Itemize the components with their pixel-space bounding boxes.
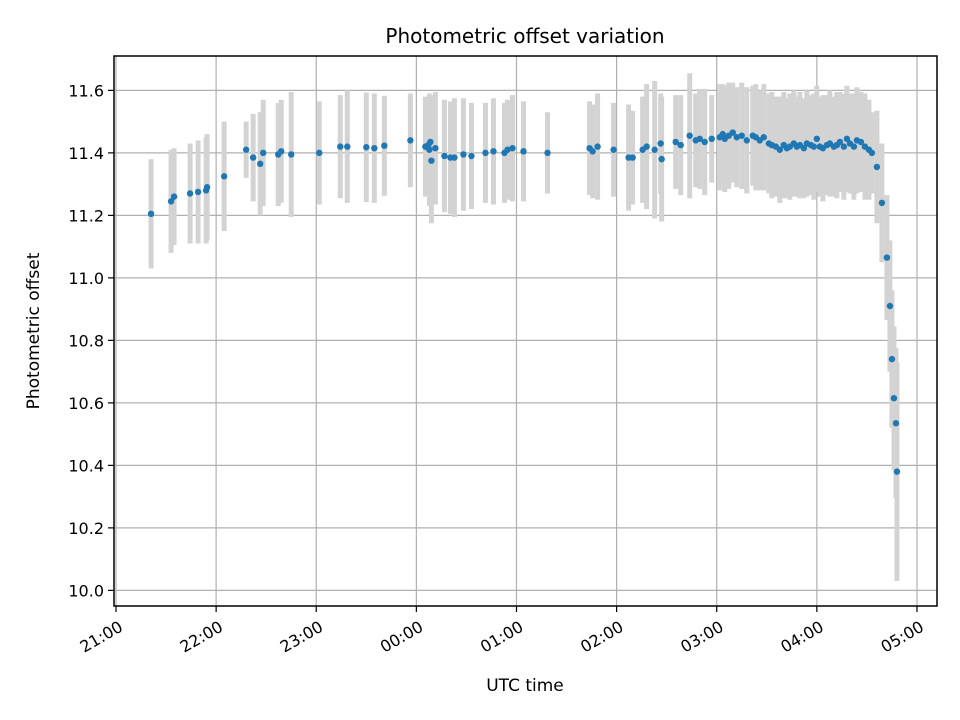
data-point [890,394,898,402]
data-point [242,146,250,153]
y-tick-label: 10.6 [68,394,104,413]
plot-frame [113,55,938,607]
data-point [883,254,891,261]
data-point [194,188,202,196]
data-point [701,138,708,146]
data-point [813,135,821,143]
data-point [677,141,684,149]
data-point [878,199,886,207]
data-point [651,146,658,153]
data-point [337,143,344,150]
y-tick-label: 10.4 [68,456,104,475]
data-points [147,129,901,475]
data-point [259,149,267,157]
data-point [451,154,458,161]
data-point [147,210,155,218]
data-point [468,152,475,160]
data-point [509,144,516,152]
data-point [888,355,896,363]
data-point [520,148,527,155]
data-point [460,151,467,158]
data-point [427,138,434,146]
data-point [886,302,894,310]
data-point [708,135,715,143]
data-point [428,157,435,164]
data-point [743,137,750,144]
data-point [544,149,551,157]
data-point [407,137,414,144]
data-point [249,154,257,161]
data-point [892,419,900,427]
data-point [836,138,844,146]
data-point [760,134,767,141]
data-point [363,144,370,151]
data-point [203,184,211,191]
data-point [482,149,489,157]
data-point [643,143,650,150]
data-point [316,149,323,157]
data-point [170,193,178,200]
data-point [873,163,881,171]
data-point [167,198,175,205]
data-point [426,146,433,153]
data-point [589,148,596,155]
data-point [371,144,378,152]
x-axis-title: UTC time [486,676,564,696]
data-point [610,146,617,153]
data-point [800,144,808,152]
data-point [850,143,858,150]
data-point [490,148,497,155]
data-point [733,134,740,141]
y-tick-label: 10.0 [68,581,104,600]
data-point [857,138,865,146]
data-point [810,143,818,150]
data-point [843,135,851,143]
data-point [344,143,351,150]
data-point [441,152,448,160]
y-tick-label: 11.0 [68,269,104,288]
y-axis-title: Photometric offset [24,252,44,409]
chart-title: Photometric offset variation [385,24,664,48]
data-point [432,144,439,152]
data-point [594,143,601,150]
data-point [288,151,295,158]
data-point [186,190,194,197]
y-tick-label: 11.2 [68,206,104,225]
data-point [893,468,901,475]
data-point [381,142,388,149]
data-point [220,173,228,180]
data-point [278,148,285,155]
data-point [686,132,693,139]
data-point [840,143,848,150]
data-point [256,160,264,168]
data-point [696,135,703,143]
y-axis: 10.0 10.2 10.4 10.6 10.8 11.0 11.2 11.4 11.6 [68,81,114,600]
data-point [776,146,784,153]
data-point [629,154,636,161]
data-point [657,140,664,147]
y-tick-label: 11.6 [68,81,104,100]
data-point [868,149,876,157]
y-tick-label: 11.4 [68,144,104,163]
data-point [658,155,665,163]
data-point [672,138,679,146]
y-tick-label: 10.8 [68,331,104,350]
data-point [504,146,511,153]
y-tick-label: 10.2 [68,519,104,538]
data-point [738,132,745,139]
data-point [729,129,736,136]
